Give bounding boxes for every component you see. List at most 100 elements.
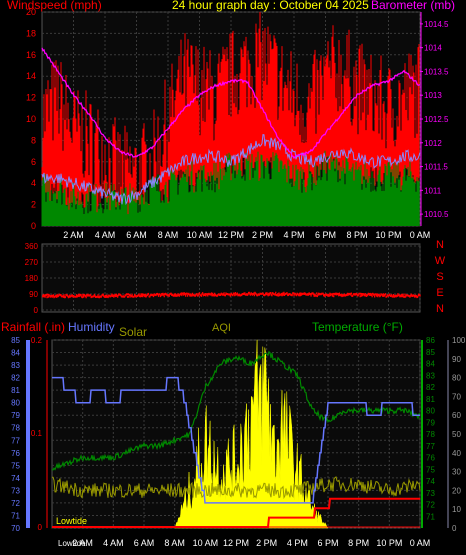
temp-tick-label: 77 bbox=[426, 442, 435, 451]
temp-tick-label: 73 bbox=[426, 489, 435, 498]
baro-y-tick-label: 1010.5 bbox=[424, 210, 449, 219]
solar-label: Solar bbox=[119, 325, 147, 339]
temperature-label: Temperature (°F) bbox=[312, 320, 403, 334]
wind-y-tick-label: 0 bbox=[31, 221, 36, 231]
hum-right-tick-label: 40 bbox=[452, 449, 461, 458]
direction-y-tick-label: 270 bbox=[25, 258, 39, 267]
temp-tick-label: 79 bbox=[426, 418, 435, 427]
temp-tick-label: 71 bbox=[426, 512, 435, 521]
wind-x-tick-label: 4 PM bbox=[283, 230, 304, 240]
wind-x-tick-label: 6 PM bbox=[315, 230, 336, 240]
series-average bbox=[41, 150, 420, 226]
direction-label-e: E bbox=[436, 287, 443, 299]
temp-tick-label: 80 bbox=[426, 407, 435, 416]
direction-label-w: W bbox=[435, 255, 446, 267]
temp-tick-label: 75 bbox=[426, 465, 435, 474]
baro-y-tick-label: 1012.5 bbox=[424, 115, 449, 124]
wind-y-tick-label: 4 bbox=[31, 178, 36, 188]
temp-tick-label: 76 bbox=[426, 454, 435, 463]
humidity-left-tick-label: 80 bbox=[11, 399, 20, 408]
rain-tick-label: 0.2 bbox=[31, 336, 43, 345]
humidity-left-tick-label: 79 bbox=[11, 411, 20, 420]
rain-tick-label: 0.1 bbox=[31, 429, 43, 438]
climate-series bbox=[52, 339, 421, 529]
climate-x-tick-label: 6 AM bbox=[134, 538, 155, 548]
wind-axes: 2 AM 4 AM 6 AM 8 AM 10 AM 12 PM 2 PM 4 PM 6 PM 8 … bbox=[26, 7, 449, 240]
direction-series bbox=[42, 291, 421, 299]
wind-x-tick-label: 8 PM bbox=[346, 230, 367, 240]
series-aqi bbox=[52, 476, 421, 500]
wind-y-tick-label: 12 bbox=[26, 93, 36, 103]
wind-y-tick-label: 16 bbox=[26, 50, 36, 60]
temp-tick-label: 82 bbox=[426, 383, 435, 392]
series-humidity bbox=[52, 376, 420, 504]
rain-tick-label: 0 bbox=[38, 523, 43, 532]
direction-y-tick-label: 90 bbox=[29, 290, 38, 299]
wind-y-tick-label: 6 bbox=[31, 157, 36, 167]
wind-y-tick-label: 14 bbox=[26, 71, 36, 81]
humidity-left-tick-label: 84 bbox=[11, 349, 20, 358]
wind-x-tick-label: 10 PM bbox=[375, 230, 401, 240]
direction-label-n: N bbox=[436, 303, 444, 315]
humidity-left-axis bbox=[26, 340, 30, 528]
hum-right-tick-label: 0 bbox=[452, 524, 457, 533]
humidity-left-tick-label: 72 bbox=[11, 499, 20, 508]
wind-x-tick-label: 2 PM bbox=[252, 230, 273, 240]
climate-x-tick-label: 8 PM bbox=[348, 538, 369, 548]
wind-x-tick-label: 0 AM bbox=[410, 230, 431, 240]
humidity-left-tick-label: 74 bbox=[11, 474, 20, 483]
series-gust bbox=[41, 12, 420, 221]
humidity-label: Humidity bbox=[68, 320, 115, 334]
temp-tick-label: 83 bbox=[426, 371, 435, 380]
humidity-left-tick-label: 77 bbox=[11, 436, 20, 445]
baro-y-tick-label: 1011 bbox=[424, 186, 442, 195]
climate-axes: 2 AM 4 AM 6 AM 8 AM 10 AM 12 PM 2 PM 4 PM 6 PM 8 … bbox=[11, 336, 466, 548]
wind-x-tick-label: 10 AM bbox=[187, 230, 213, 240]
series-direction bbox=[42, 291, 421, 299]
temp-tick-label: 84 bbox=[426, 360, 435, 369]
wind-y-tick-label: 20 bbox=[26, 7, 36, 17]
hum-right-tick-label: 90 bbox=[452, 355, 461, 364]
hum-right-tick-label: 80 bbox=[452, 374, 461, 383]
direction-y-tick-label: 0 bbox=[34, 306, 39, 315]
humidity-left-tick-label: 82 bbox=[11, 374, 20, 383]
temp-tick-label: 85 bbox=[426, 348, 435, 357]
humidity-left-tick-label: 71 bbox=[11, 511, 20, 520]
wind-x-tick-label: 12 PM bbox=[218, 230, 244, 240]
humidity-left-tick-label: 83 bbox=[11, 361, 20, 370]
wind-x-tick-label: 2 AM bbox=[63, 230, 84, 240]
climate-x-tick-label: 6 PM bbox=[317, 538, 338, 548]
wind-y-tick-label: 2 bbox=[31, 200, 36, 210]
humidity-left-tick-label: 73 bbox=[11, 486, 20, 495]
wind-y-tick-label: 10 bbox=[26, 114, 36, 124]
direction-y-tick-label: 360 bbox=[25, 242, 39, 251]
temp-tick-label: 74 bbox=[426, 477, 435, 486]
wind-x-tick-label: 8 AM bbox=[158, 230, 179, 240]
temp-tick-label: 81 bbox=[426, 395, 435, 404]
humidity-left-tick-label: 70 bbox=[11, 524, 20, 533]
baro-y-tick-label: 1014 bbox=[424, 44, 442, 53]
hum-right-tick-label: 100 bbox=[452, 336, 466, 345]
series-barometer bbox=[41, 47, 421, 160]
humidity-left-tick-label: 75 bbox=[11, 461, 20, 470]
temp-tick-label: 72 bbox=[426, 501, 435, 510]
temp-tick-label: 86 bbox=[426, 336, 435, 345]
lowtide-axis-label: Lowtide bbox=[58, 539, 86, 548]
baro-y-tick-label: 1012 bbox=[424, 139, 442, 148]
hum-right-tick-label: 50 bbox=[452, 430, 461, 439]
barometer-title: Barometer (mb) bbox=[371, 0, 455, 12]
baro-y-tick-label: 1013 bbox=[424, 91, 442, 100]
direction-label-n: N bbox=[436, 239, 444, 251]
hum-right-tick-label: 10 bbox=[452, 505, 461, 514]
baro-y-tick-label: 1011.5 bbox=[424, 163, 448, 172]
humidity-left-tick-label: 78 bbox=[11, 424, 20, 433]
baro-y-tick-label: 1014.5 bbox=[424, 20, 449, 29]
humidity-left-tick-label: 85 bbox=[11, 336, 20, 345]
direction-label-s: S bbox=[436, 271, 443, 283]
baro-y-tick-label: 1013.5 bbox=[424, 67, 449, 76]
wind-series bbox=[41, 12, 421, 226]
humidity-left-tick-label: 76 bbox=[11, 449, 20, 458]
climate-x-tick-label: 2 AM bbox=[72, 538, 93, 548]
temp-tick-label: 78 bbox=[426, 430, 435, 439]
climate-x-tick-label: 0 AM bbox=[410, 538, 431, 548]
